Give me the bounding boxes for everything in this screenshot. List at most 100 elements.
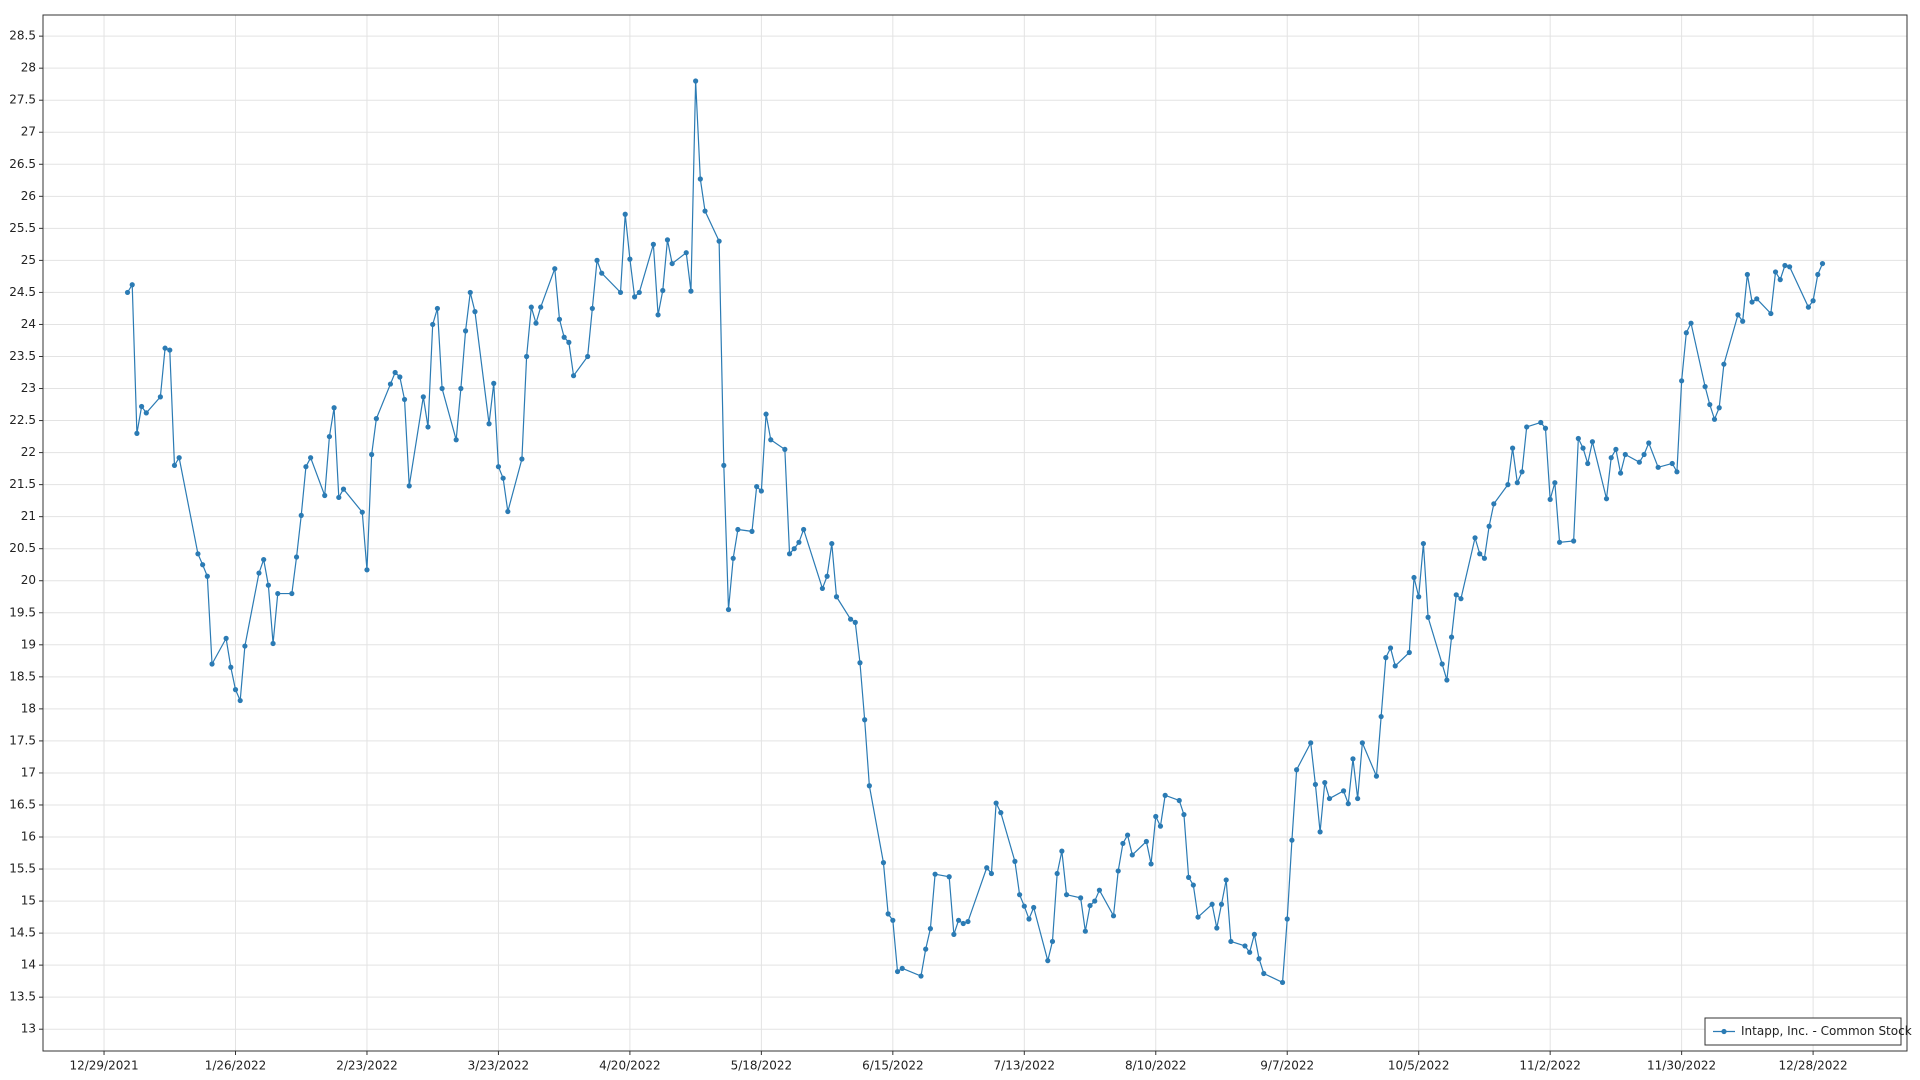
data-point	[1092, 898, 1098, 904]
data-point	[683, 250, 689, 256]
data-point	[138, 403, 145, 410]
data-point	[993, 800, 999, 806]
x-tick-label: 5/18/2022	[731, 1059, 793, 1073]
x-tick-label: 10/5/2022	[1388, 1059, 1450, 1073]
y-tick-label: 22	[21, 445, 36, 459]
data-point	[585, 353, 591, 360]
data-point	[1655, 464, 1661, 470]
data-point	[1538, 419, 1544, 426]
data-point	[1815, 271, 1821, 278]
data-point	[1505, 482, 1511, 488]
x-tick-label: 11/30/2022	[1647, 1059, 1716, 1073]
data-point	[1617, 470, 1624, 476]
data-point	[209, 661, 215, 667]
y-tick-label: 25	[21, 253, 36, 267]
legend: Intapp, Inc. - Common Stock	[1704, 1017, 1912, 1046]
data-point	[1129, 852, 1135, 858]
data-point	[1411, 574, 1417, 581]
y-tick-label: 25.5	[9, 221, 36, 235]
data-point	[1209, 901, 1215, 907]
data-point	[289, 590, 295, 597]
data-point	[293, 554, 300, 560]
y-tick-label: 14.5	[9, 926, 36, 940]
y-tick-label: 17	[21, 765, 36, 779]
data-point	[1251, 931, 1257, 937]
y-tick-label: 24.5	[9, 285, 36, 299]
y-tick-label: 23	[21, 381, 36, 395]
data-point	[1552, 480, 1558, 486]
x-tick-label: 12/29/2021	[69, 1059, 138, 1073]
data-point	[1749, 299, 1755, 305]
data-point	[1176, 797, 1182, 804]
data-point	[1416, 594, 1422, 600]
data-point	[1110, 913, 1117, 919]
data-point	[124, 289, 131, 296]
data-point	[1556, 539, 1563, 545]
data-point	[801, 526, 807, 533]
data-point	[1082, 928, 1088, 934]
data-point	[1744, 271, 1750, 278]
data-point	[923, 946, 929, 952]
y-tick-label: 22.5	[9, 413, 36, 427]
data-point	[1012, 858, 1018, 864]
data-point	[228, 664, 234, 670]
y-tick-label: 28	[21, 61, 36, 75]
data-point	[420, 394, 426, 400]
data-point	[1669, 460, 1675, 467]
data-point	[1350, 756, 1356, 762]
data-point	[1279, 979, 1286, 986]
data-point	[1124, 832, 1131, 838]
data-point	[599, 270, 605, 276]
data-point	[1810, 298, 1816, 304]
data-point	[1294, 767, 1300, 773]
data-point	[786, 551, 793, 557]
data-point	[932, 871, 938, 877]
data-point	[627, 256, 633, 262]
data-point	[1707, 401, 1713, 408]
data-point	[669, 260, 675, 267]
data-point	[1613, 446, 1619, 452]
data-point	[927, 926, 933, 932]
data-point	[434, 305, 440, 312]
data-point	[1711, 416, 1718, 422]
data-point	[1078, 895, 1084, 901]
data-point	[1486, 523, 1492, 529]
data-point	[617, 289, 624, 296]
y-tick-label: 20	[21, 573, 36, 587]
data-point	[885, 911, 891, 917]
data-point	[1735, 312, 1741, 318]
data-point	[1359, 740, 1365, 746]
data-point	[1049, 938, 1056, 945]
data-point	[1805, 304, 1812, 310]
data-point	[1608, 455, 1614, 461]
data-point	[134, 430, 140, 436]
data-point	[833, 594, 840, 600]
data-point	[655, 312, 661, 318]
data-point	[1519, 469, 1525, 475]
y-tick-label: 28.5	[9, 29, 36, 43]
data-point	[1524, 424, 1530, 430]
data-point	[1636, 459, 1642, 465]
data-point	[373, 416, 379, 422]
data-point	[1439, 661, 1445, 667]
data-point	[176, 455, 182, 461]
data-point	[589, 305, 595, 312]
data-point	[1510, 445, 1516, 451]
data-point	[1223, 877, 1229, 883]
x-tick-label: 8/10/2022	[1125, 1059, 1187, 1073]
data-point	[730, 555, 736, 561]
legend-box	[1704, 1017, 1902, 1046]
data-point	[458, 385, 464, 392]
data-point	[340, 486, 347, 492]
data-point	[880, 860, 887, 866]
data-point	[754, 483, 760, 490]
data-point	[894, 968, 901, 975]
data-point	[204, 573, 210, 579]
data-point	[1768, 310, 1774, 317]
y-tick-label: 26.5	[9, 157, 36, 171]
data-point	[467, 289, 473, 296]
data-point	[650, 241, 656, 247]
data-point	[1782, 262, 1788, 269]
data-point	[697, 176, 703, 182]
data-point	[1453, 592, 1459, 598]
